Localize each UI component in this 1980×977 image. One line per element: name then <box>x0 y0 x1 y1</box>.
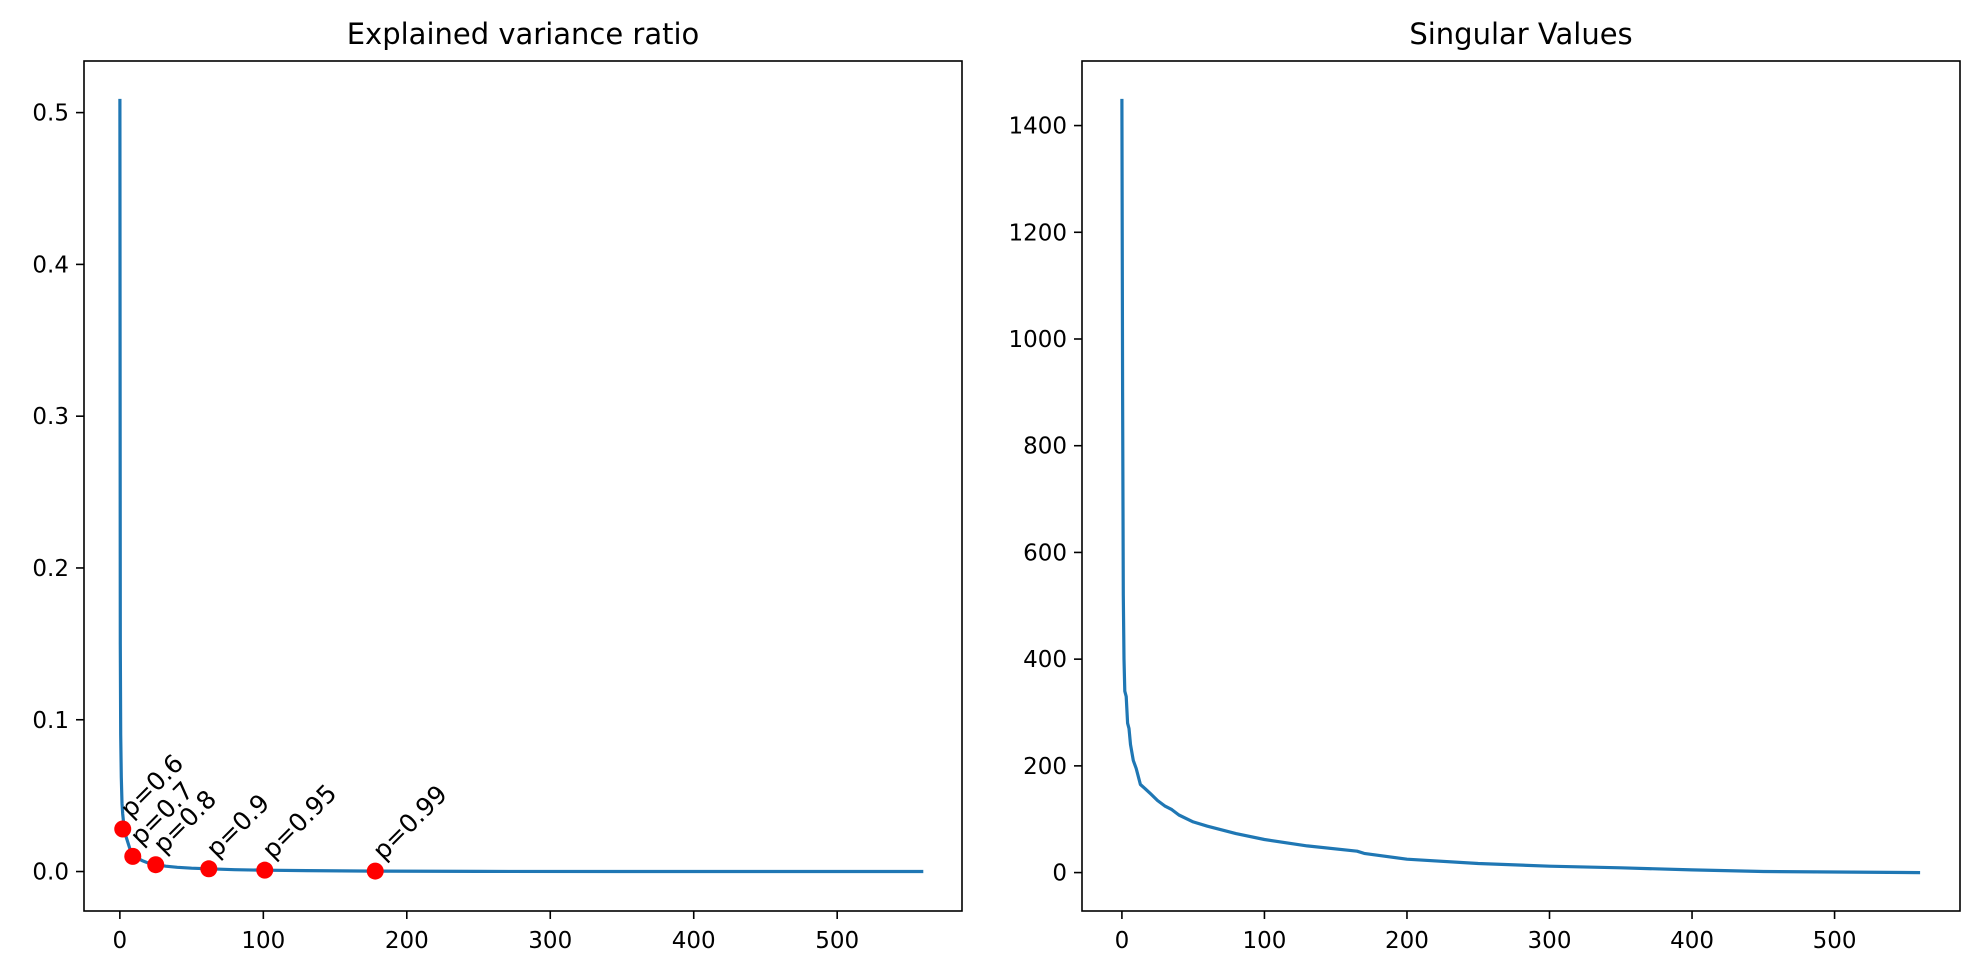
x-tick-label: 400 <box>1670 928 1714 954</box>
x-tick-label: 300 <box>528 928 572 954</box>
x-tick-label: 100 <box>1242 928 1286 954</box>
series-line <box>118 98 924 874</box>
x-tick-label: 200 <box>385 928 429 954</box>
x-tick-label: 0 <box>113 928 128 954</box>
x-tick-label: 100 <box>241 928 285 954</box>
threshold-marker <box>366 862 384 880</box>
threshold-label: p=0.99 <box>367 779 453 865</box>
y-tick-label: 600 <box>1023 540 1067 566</box>
chart-title: Singular Values <box>1409 17 1632 51</box>
x-tick-label: 300 <box>1528 928 1572 954</box>
y-tick-label: 0.4 <box>32 252 69 278</box>
y-tick-label: 0 <box>1052 861 1067 887</box>
threshold-label: p=0.95 <box>257 779 343 865</box>
axes-frame <box>1081 60 1961 912</box>
threshold-marker <box>256 861 274 879</box>
threshold-marker <box>114 820 132 838</box>
y-tick-label: 0.3 <box>32 404 69 430</box>
axes-frame <box>83 60 963 912</box>
y-tick-label: 400 <box>1023 647 1067 673</box>
chart-title: Explained variance ratio <box>347 17 700 51</box>
x-tick-label: 0 <box>1115 928 1130 954</box>
x-tick-label: 400 <box>672 928 716 954</box>
y-tick-label: 200 <box>1023 754 1067 780</box>
x-tick-label: 200 <box>1385 928 1429 954</box>
plot-area-explained-variance: 0 100 200 300 400 5000.00.10.20.30.40.5p=0.6p… <box>32 98 924 954</box>
plot-area-singular-values: 0 100 200 300 400 500 0 200 400 600 800 1000 1200 140… <box>1008 98 1921 954</box>
y-tick-label: 1200 <box>1008 220 1067 246</box>
threshold-marker <box>200 860 218 878</box>
x-tick-label: 500 <box>1813 928 1857 954</box>
chart-explained-variance: Explained variance ratio 0 100 200 300 400 50… <box>32 17 963 954</box>
y-tick-label: 0.0 <box>32 860 69 886</box>
threshold-marker <box>124 847 142 865</box>
x-tick-label: 500 <box>815 928 859 954</box>
y-tick-label: 800 <box>1023 434 1067 460</box>
threshold-marker <box>147 856 165 874</box>
y-tick-label: 1400 <box>1008 114 1067 140</box>
y-tick-label: 0.2 <box>32 556 69 582</box>
chart-singular-values: Singular Values 0 100 200 300 400 500 0 200 400 6… <box>1008 17 1961 954</box>
series-line <box>1120 98 1921 875</box>
y-tick-label: 1000 <box>1008 327 1067 353</box>
y-tick-label: 0.1 <box>32 708 69 734</box>
y-tick-label: 0.5 <box>32 101 69 127</box>
